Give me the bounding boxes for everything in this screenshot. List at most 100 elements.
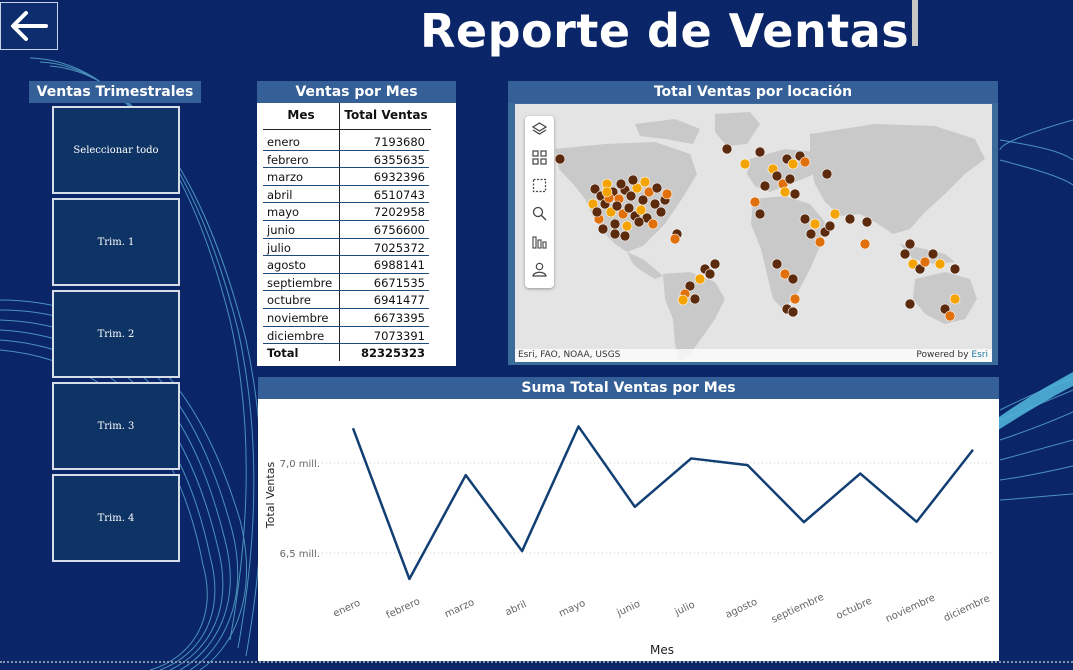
- location-dot[interactable]: [677, 294, 689, 306]
- map-canvas[interactable]: Esri, FAO, NOAA, USGS Powered by Esri: [515, 104, 992, 362]
- location-dot[interactable]: [609, 228, 621, 240]
- location-dot[interactable]: [684, 280, 696, 292]
- data-point[interactable]: [801, 519, 807, 525]
- location-dot[interactable]: [709, 258, 721, 270]
- location-dot[interactable]: [771, 170, 783, 182]
- select-rect-icon[interactable]: [530, 176, 549, 195]
- location-dot[interactable]: [633, 216, 645, 228]
- location-dot[interactable]: [904, 238, 916, 250]
- location-dot[interactable]: [609, 218, 621, 230]
- data-point[interactable]: [745, 462, 751, 468]
- location-dot[interactable]: [554, 153, 566, 165]
- layers-icon[interactable]: [530, 120, 549, 139]
- location-dot[interactable]: [739, 158, 751, 170]
- location-dot[interactable]: [859, 238, 871, 250]
- location-dot[interactable]: [647, 218, 659, 230]
- table-row: mayo 7202958: [263, 203, 429, 222]
- location-dot[interactable]: [809, 218, 821, 230]
- location-dot[interactable]: [927, 248, 939, 260]
- location-dot[interactable]: [649, 198, 661, 210]
- location-dot[interactable]: [787, 306, 799, 318]
- data-point[interactable]: [970, 447, 976, 453]
- data-point[interactable]: [857, 471, 863, 477]
- location-dot[interactable]: [661, 188, 673, 200]
- location-dot[interactable]: [627, 174, 639, 186]
- select-all-button[interactable]: Seleccionar todo: [52, 106, 180, 194]
- location-dot[interactable]: [779, 268, 791, 280]
- data-point[interactable]: [350, 425, 356, 431]
- location-dot[interactable]: [899, 248, 911, 260]
- data-point[interactable]: [688, 455, 694, 461]
- column-header-mes[interactable]: Mes: [287, 108, 315, 122]
- location-dot[interactable]: [754, 146, 766, 158]
- trim-2-button[interactable]: Trim. 2: [52, 290, 180, 378]
- data-point[interactable]: [914, 519, 920, 525]
- location-dot[interactable]: [754, 208, 766, 220]
- location-dot[interactable]: [799, 213, 811, 225]
- data-point[interactable]: [575, 423, 581, 429]
- person-icon[interactable]: [530, 260, 549, 279]
- location-dot[interactable]: [814, 236, 826, 248]
- month-cell: febrero: [267, 152, 309, 167]
- location-dot[interactable]: [639, 176, 651, 188]
- location-dot[interactable]: [824, 220, 836, 232]
- location-dot[interactable]: [619, 230, 631, 242]
- trim-4-button[interactable]: Trim. 4: [52, 474, 180, 562]
- chart-bars-icon[interactable]: [530, 232, 549, 251]
- location-dot[interactable]: [655, 206, 667, 218]
- location-dot[interactable]: [784, 173, 796, 185]
- location-dot[interactable]: [944, 310, 956, 322]
- table-row: noviembre 6673395: [263, 309, 429, 327]
- location-dot[interactable]: [589, 183, 601, 195]
- location-dot[interactable]: [759, 180, 771, 192]
- location-dot[interactable]: [591, 206, 603, 218]
- location-dot[interactable]: [934, 258, 946, 270]
- location-dot[interactable]: [805, 228, 817, 240]
- data-point[interactable]: [406, 576, 412, 582]
- location-dot[interactable]: [615, 178, 627, 190]
- location-dot[interactable]: [789, 293, 801, 305]
- series-line[interactable]: [351, 425, 974, 581]
- location-dot[interactable]: [601, 186, 613, 198]
- location-dot[interactable]: [799, 156, 811, 168]
- location-dot[interactable]: [844, 213, 856, 225]
- data-point[interactable]: [519, 548, 525, 554]
- location-dot[interactable]: [787, 158, 799, 170]
- location-dot[interactable]: [689, 293, 701, 305]
- location-dot[interactable]: [635, 204, 647, 216]
- location-dot[interactable]: [625, 190, 637, 202]
- trim-1-button[interactable]: Trim. 1: [52, 198, 180, 286]
- location-dot[interactable]: [949, 263, 961, 275]
- data-point[interactable]: [463, 472, 469, 478]
- qr-grid-icon[interactable]: [530, 148, 549, 167]
- location-dot[interactable]: [789, 188, 801, 200]
- esri-link[interactable]: Esri: [971, 350, 988, 360]
- column-header-total[interactable]: Total Ventas: [344, 108, 428, 122]
- location-dot[interactable]: [621, 220, 633, 232]
- back-button[interactable]: [0, 2, 58, 50]
- total-cell: 6988141: [373, 258, 425, 273]
- location-dot[interactable]: [623, 202, 635, 214]
- location-dot[interactable]: [611, 200, 623, 212]
- location-dot[interactable]: [949, 293, 961, 305]
- location-dot[interactable]: [749, 196, 761, 208]
- location-dot[interactable]: [829, 208, 841, 220]
- location-dot[interactable]: [669, 233, 681, 245]
- location-dot[interactable]: [704, 268, 716, 280]
- location-dot[interactable]: [694, 273, 706, 285]
- location-dot[interactable]: [821, 168, 833, 180]
- location-dot[interactable]: [787, 273, 799, 285]
- zoom-search-icon[interactable]: [530, 204, 549, 223]
- location-dot[interactable]: [919, 256, 931, 268]
- location-dot[interactable]: [861, 216, 873, 228]
- powered-by[interactable]: Powered by Esri: [916, 350, 988, 360]
- location-dot[interactable]: [597, 223, 609, 235]
- location-dot[interactable]: [721, 143, 733, 155]
- location-dot[interactable]: [651, 182, 663, 194]
- location-dot[interactable]: [779, 186, 791, 198]
- trim-3-button[interactable]: Trim. 3: [52, 382, 180, 470]
- data-point[interactable]: [632, 504, 638, 510]
- location-dot[interactable]: [904, 298, 916, 310]
- location-dot[interactable]: [771, 258, 783, 270]
- location-dot[interactable]: [637, 194, 649, 206]
